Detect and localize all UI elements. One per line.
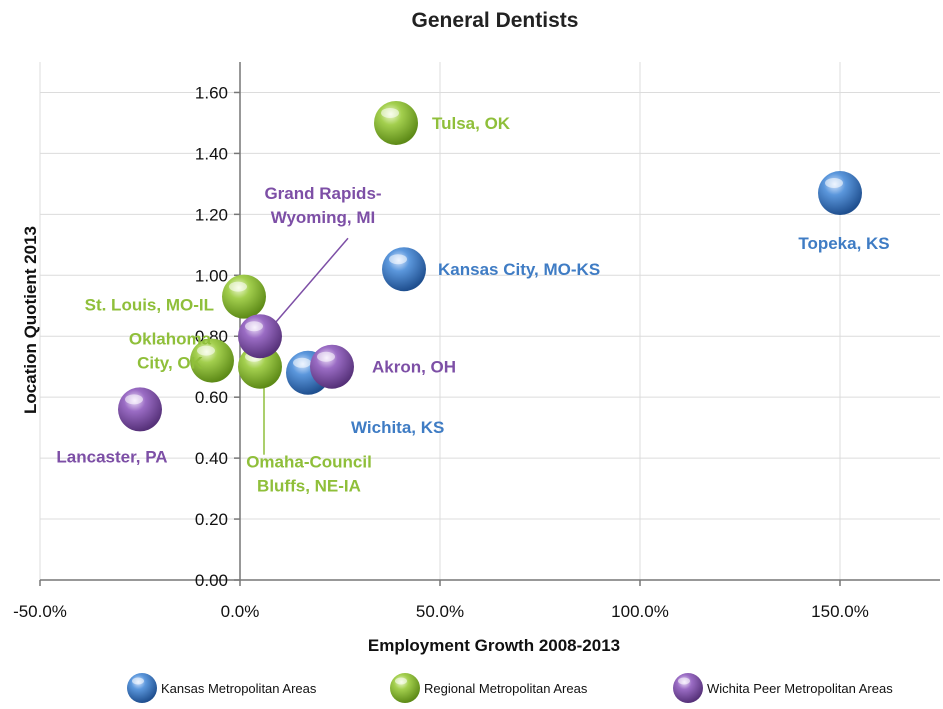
- y-tick-label: 0.40: [195, 449, 228, 468]
- point-label: Grand Rapids-Wyoming, MI: [264, 184, 381, 227]
- data-point-bubble: [818, 171, 862, 216]
- point-labels: Topeka, KS Kansas City, MO-KS Wichita, KS T…: [56, 114, 889, 496]
- y-tick-label: 1.20: [195, 205, 228, 224]
- legend-swatch-highlight: [132, 677, 144, 685]
- y-axis-title: Location Quotient 2013: [21, 226, 40, 414]
- legend-swatch: [390, 673, 420, 703]
- x-axis-title: Employment Growth 2008-2013: [368, 636, 620, 655]
- chart-title: General Dentists: [412, 9, 579, 32]
- x-tick-label: 150.0%: [811, 602, 869, 621]
- legend-swatch: [673, 673, 703, 703]
- point-label: Oklahoma City, OK: [129, 330, 212, 373]
- point-label: Akron, OH: [372, 358, 456, 377]
- axes: [39, 62, 940, 586]
- bubble-highlight: [125, 394, 143, 405]
- legend-label: Regional Metropolitan Areas: [424, 681, 588, 696]
- bubble-highlight: [197, 345, 215, 356]
- bubble-highlight: [317, 351, 335, 362]
- tick-labels: -50.0% 0.0% 50.0% 100.0% 150.0% 0.00 0.20 0.40 0…: [13, 83, 869, 621]
- point-label: Topeka, KS: [798, 234, 889, 253]
- y-tick-label: 1.40: [195, 144, 228, 163]
- y-tick-label: 1.00: [195, 266, 228, 285]
- legend-swatch-highlight: [395, 677, 407, 685]
- x-tick-label: 50.0%: [416, 602, 464, 621]
- legend-swatch: [127, 673, 157, 703]
- data-point-bubble: [310, 344, 354, 389]
- y-tick-label: 0.20: [195, 510, 228, 529]
- point-label: Kansas City, MO-KS: [438, 260, 600, 279]
- bubble-highlight: [245, 321, 263, 332]
- x-tick-label: -50.0%: [13, 602, 67, 621]
- y-tick-label: 0.60: [195, 388, 228, 407]
- data-point-bubble: [238, 314, 282, 359]
- data-point-bubble: [382, 247, 426, 292]
- point-label: St. Louis, MO-IL: [85, 296, 214, 315]
- bubble-highlight: [229, 281, 247, 292]
- data-points: [118, 100, 862, 432]
- legend-label: Kansas Metropolitan Areas: [161, 681, 317, 696]
- data-point-bubble: [374, 100, 418, 145]
- legend: Kansas Metropolitan Areas Regional Metrop…: [127, 673, 893, 703]
- data-point-bubble: [118, 387, 162, 432]
- gridlines: [39, 62, 940, 580]
- data-point-bubble: [222, 274, 266, 319]
- leader-line: [273, 237, 349, 325]
- point-label: Tulsa, OK: [432, 114, 511, 133]
- bubble-highlight: [389, 254, 407, 265]
- bubble-highlight: [293, 357, 311, 368]
- point-label: Wichita, KS: [351, 418, 444, 437]
- legend-swatch-highlight: [678, 677, 690, 685]
- y-tick-label: 0.00: [195, 571, 228, 590]
- legend-label: Wichita Peer Metropolitan Areas: [707, 681, 893, 696]
- x-tick-label: 0.0%: [221, 602, 260, 621]
- point-label: Omaha-Council Bluffs, NE-IA: [246, 453, 372, 496]
- bubble-highlight: [381, 107, 399, 118]
- y-tick-label: 1.60: [195, 83, 228, 102]
- leader-lines: [263, 237, 349, 455]
- point-label: Lancaster, PA: [56, 447, 167, 466]
- x-tick-label: 100.0%: [611, 602, 669, 621]
- bubble-highlight: [825, 178, 843, 189]
